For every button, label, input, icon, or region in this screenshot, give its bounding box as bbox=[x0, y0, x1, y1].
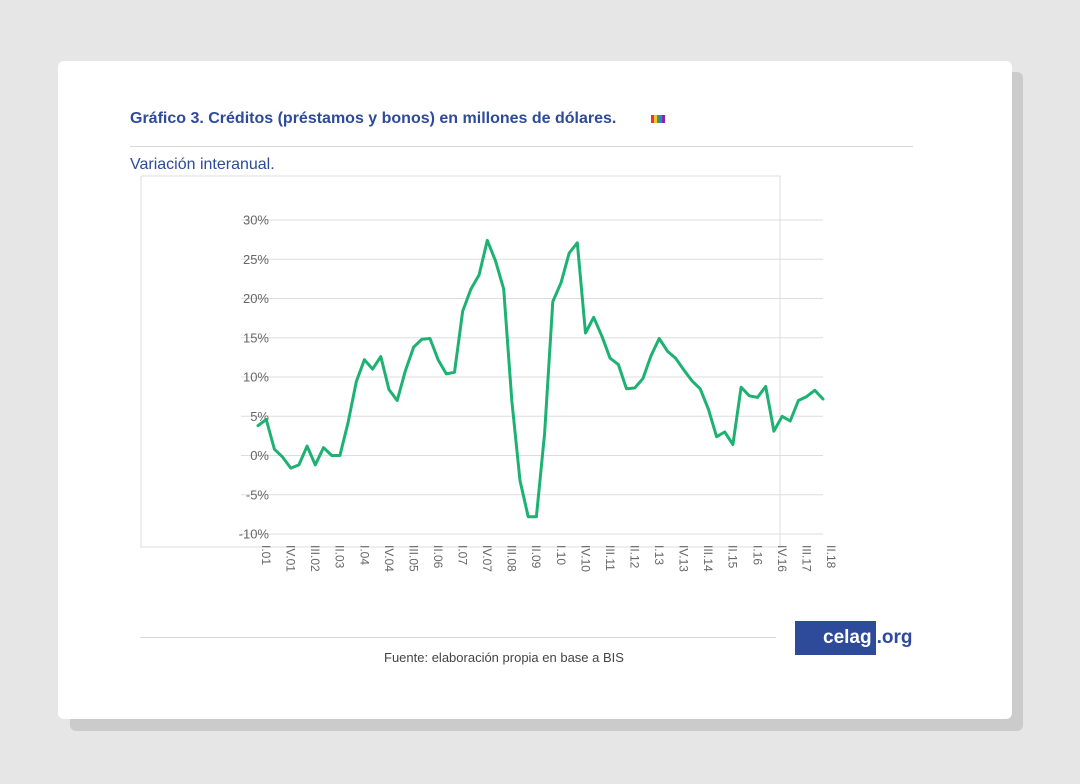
x-tick-label: IV.16 bbox=[775, 545, 789, 572]
y-axis-ticks: 30%25%20%15%10%5%0%-5%-10% bbox=[239, 213, 270, 542]
x-tick-label: II.09 bbox=[529, 545, 543, 569]
y-tick-label: 0% bbox=[250, 448, 269, 463]
logo-tld: .org bbox=[876, 627, 913, 648]
x-axis-ticks: I.01 IV.01 III.02 II.03 I.04 IV.04 III.05 II.06… bbox=[259, 545, 838, 572]
x-tick-label: III.17 bbox=[799, 545, 813, 572]
plot-frame bbox=[140, 175, 781, 548]
x-tick-label: III.05 bbox=[406, 545, 420, 572]
chart-title: Gráfico 3. Créditos (préstamos y bonos) … bbox=[130, 110, 617, 127]
celag-logo: celag .org bbox=[795, 621, 912, 655]
x-tick-label: I.07 bbox=[456, 545, 470, 565]
x-tick-label: III.14 bbox=[701, 545, 715, 572]
y-tick-label: 20% bbox=[243, 291, 269, 306]
title-divider bbox=[130, 146, 913, 147]
x-tick-label: I.13 bbox=[652, 545, 666, 565]
x-tick-label: III.11 bbox=[603, 545, 617, 571]
x-tick-label: IV.10 bbox=[578, 545, 592, 572]
y-tick-label: 10% bbox=[243, 370, 269, 385]
flag-stripe bbox=[656, 115, 660, 123]
x-tick-label: I.01 bbox=[259, 545, 273, 565]
x-tick-label: IV.13 bbox=[677, 545, 691, 572]
x-tick-label: I.04 bbox=[357, 545, 371, 565]
source-note: Fuente: elaboración propia en base a BIS bbox=[384, 650, 624, 665]
x-tick-label: IV.01 bbox=[284, 545, 298, 572]
flag-stripe bbox=[653, 115, 657, 123]
flag-icon bbox=[651, 115, 665, 123]
grid-lines bbox=[241, 219, 823, 535]
y-tick-label: 25% bbox=[243, 252, 269, 267]
x-tick-label: III.08 bbox=[505, 545, 519, 572]
flag-stripe bbox=[651, 115, 654, 123]
flag-stripe bbox=[662, 115, 665, 123]
x-tick-label: II.12 bbox=[627, 545, 641, 569]
series-line bbox=[256, 238, 825, 519]
line-chart: 30%25%20%15%10%5%0%-5%-10% I.01 IV.01 III.… bbox=[140, 175, 838, 572]
x-tick-label: II.03 bbox=[333, 545, 347, 569]
y-tick-label: -10% bbox=[239, 527, 270, 542]
x-tick-label: II.06 bbox=[431, 545, 445, 569]
x-tick-label: I.10 bbox=[554, 545, 568, 565]
x-tick-label: IV.07 bbox=[480, 545, 494, 572]
footer-divider bbox=[140, 637, 776, 638]
chart-card: Gráfico 3. Créditos (préstamos y bonos) … bbox=[58, 61, 1012, 719]
x-tick-label: III.02 bbox=[308, 545, 322, 572]
flag-stripe bbox=[659, 115, 663, 123]
x-tick-label: IV.04 bbox=[382, 545, 396, 572]
chart-subtitle: Variación interanual. bbox=[130, 156, 275, 173]
x-tick-label: II.18 bbox=[824, 545, 838, 569]
x-tick-label: II.15 bbox=[726, 545, 740, 569]
x-tick-label: I.16 bbox=[750, 545, 764, 565]
y-tick-label: 30% bbox=[243, 213, 269, 228]
y-tick-label: 15% bbox=[243, 330, 269, 345]
logo-main: celag bbox=[795, 621, 876, 655]
y-tick-label: -5% bbox=[246, 487, 270, 502]
